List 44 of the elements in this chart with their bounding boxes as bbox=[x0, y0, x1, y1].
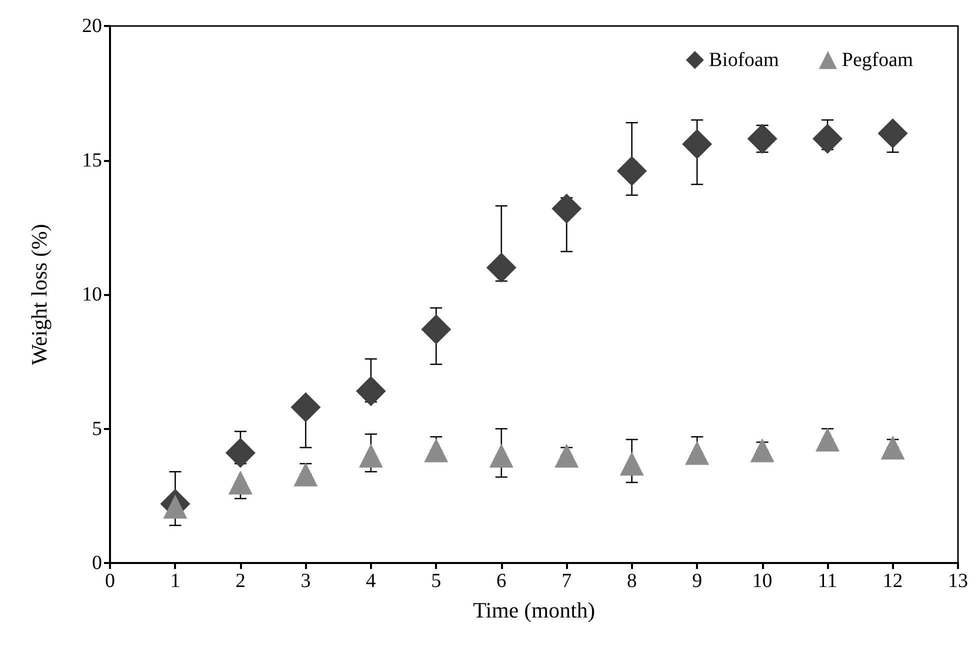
point bbox=[747, 124, 778, 154]
y-tick-label: 5 bbox=[92, 418, 102, 440]
x-tick-label: 12 bbox=[882, 570, 903, 592]
point bbox=[228, 470, 252, 494]
point bbox=[750, 438, 774, 462]
point bbox=[812, 124, 843, 154]
point bbox=[486, 252, 516, 283]
x-tick-label: 9 bbox=[692, 570, 702, 592]
x-tick-label: 8 bbox=[626, 570, 637, 592]
point bbox=[552, 194, 582, 224]
point bbox=[880, 436, 905, 460]
x-tick-label: 11 bbox=[818, 570, 838, 592]
x-tick-label: 2 bbox=[235, 570, 246, 592]
point bbox=[489, 444, 514, 468]
x-tick-label: 6 bbox=[496, 570, 506, 592]
x-tick-label: 13 bbox=[948, 570, 968, 592]
y-tick-label: 20 bbox=[82, 15, 102, 37]
x-tick-label: 7 bbox=[562, 570, 572, 592]
point bbox=[620, 452, 644, 476]
point bbox=[225, 438, 256, 468]
x-tick-label: 4 bbox=[366, 570, 376, 592]
point bbox=[616, 156, 647, 186]
point bbox=[685, 440, 710, 465]
x-tick-label: 5 bbox=[431, 570, 442, 592]
point bbox=[878, 118, 908, 148]
y-tick-label: 15 bbox=[82, 149, 102, 172]
point bbox=[356, 376, 386, 406]
point bbox=[816, 427, 840, 452]
legend-label: Biofoam bbox=[708, 49, 780, 71]
point bbox=[421, 314, 452, 344]
x-tick-label: 1 bbox=[170, 570, 180, 592]
point bbox=[424, 438, 448, 462]
y-tick-label: 10 bbox=[82, 284, 102, 306]
point bbox=[554, 444, 579, 468]
y-axis-title: Weight loss (%) bbox=[26, 224, 52, 366]
legend-label: Pegfoam bbox=[842, 49, 914, 71]
x-tick-label: 10 bbox=[752, 570, 772, 592]
point bbox=[290, 392, 321, 422]
x-axis-title: Time (month) bbox=[472, 598, 596, 622]
point bbox=[294, 462, 318, 486]
x-tick-label: 3 bbox=[300, 570, 311, 592]
point bbox=[358, 444, 383, 468]
y-tick-label: 0 bbox=[92, 552, 102, 574]
point bbox=[682, 129, 712, 160]
